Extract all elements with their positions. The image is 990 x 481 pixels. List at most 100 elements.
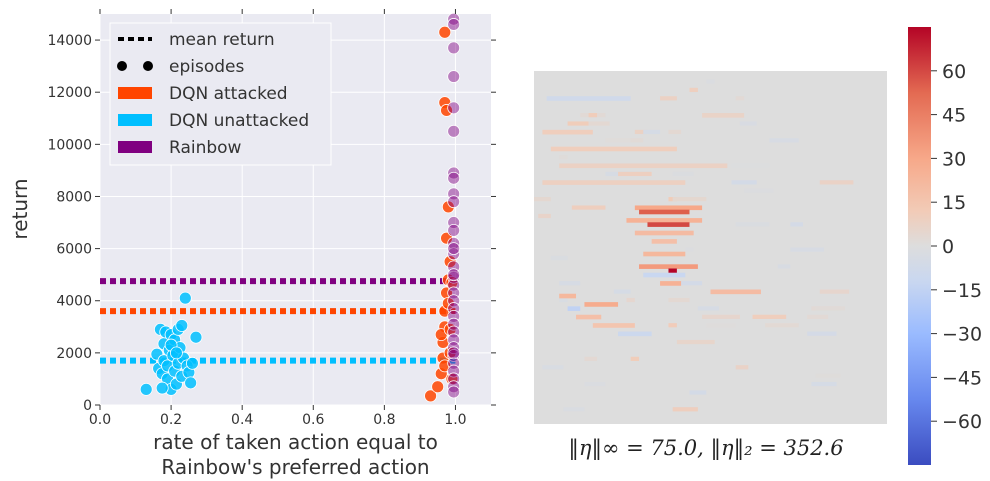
- heatmap-cell: [542, 180, 686, 185]
- x-axis-label-line: rate of taken action equal to: [153, 430, 438, 454]
- perturbation-heatmap: [534, 71, 887, 424]
- heatmap-cell: [735, 365, 749, 370]
- point-dqn-attacked: [441, 200, 455, 214]
- heatmap-cell: [685, 247, 694, 252]
- heatmap-cell: [550, 255, 568, 261]
- heatmap-cell: [668, 297, 690, 303]
- heatmap-cell: [542, 365, 564, 370]
- heatmap-cell: [815, 306, 845, 311]
- episode-points: [139, 12, 461, 403]
- x-tick-label: 0.8: [373, 412, 395, 428]
- point-rainbow: [447, 195, 461, 209]
- y-tick-label: 12000: [47, 85, 92, 101]
- heatmap-cell: [618, 331, 652, 337]
- point-rainbow: [447, 124, 461, 138]
- legend: mean return episodes DQN attacked DQN unatt…: [109, 22, 332, 166]
- colorbar-tick-label: 0: [942, 236, 954, 258]
- colorbar-tick-label: −30: [942, 324, 982, 346]
- heatmap-cell: [643, 272, 686, 278]
- x-tick-label: 0.6: [302, 412, 324, 428]
- colorbar-tick-label: 60: [942, 61, 966, 83]
- y-tick-label: 6000: [56, 242, 92, 258]
- heatmap-cell: [689, 390, 707, 395]
- heatmap-cell: [702, 314, 740, 319]
- point-rainbow: [447, 385, 461, 399]
- heatmap-cell: [681, 281, 703, 286]
- point-rainbow: [447, 236, 461, 250]
- point-rainbow: [447, 41, 461, 55]
- heatmap-cell: [731, 180, 757, 185]
- heatmap-cell: [735, 96, 745, 101]
- point-rainbow: [447, 268, 461, 282]
- point-rainbow: [447, 223, 461, 237]
- heatmap-cell: [626, 218, 703, 223]
- heatmap-cell: [559, 297, 568, 303]
- legend-label: Rainbow: [169, 138, 242, 158]
- point-rainbow: [447, 346, 461, 360]
- heatmap-cell: [702, 113, 745, 118]
- heatmap-cell: [819, 289, 850, 294]
- heatmap-cell: [592, 323, 635, 328]
- x-tick-label: 0.2: [160, 412, 182, 428]
- colorbar-ticks: 60 45 30 15 0 −15 −30 −45 −60: [931, 61, 982, 433]
- point-dqn-unattacked: [170, 346, 183, 360]
- heatmap-chart: ‖η‖∞ = 75.0, ‖η‖₂ = 352.6 60 45 30 15 0 −15 −3…: [534, 27, 982, 465]
- heatmap-cell: [563, 407, 585, 412]
- heatmap-cell: [550, 146, 677, 152]
- norm-caption: ‖η‖∞ = 75.0, ‖η‖₂ = 352.6: [568, 436, 843, 461]
- point-rainbow: [447, 12, 461, 26]
- heatmap-cell: [706, 79, 715, 84]
- heatmap-cell: [546, 96, 631, 101]
- point-rainbow: [447, 242, 461, 256]
- heatmap-cell: [576, 314, 602, 320]
- heatmap-cell: [559, 293, 577, 299]
- point-rainbow: [447, 101, 461, 115]
- heatmap-cell: [613, 289, 631, 294]
- heatmap-cell: [676, 339, 715, 345]
- legend-swatch-dqn-attacked: [118, 87, 152, 99]
- heatmap-cell: [790, 247, 824, 252]
- heatmap-cell: [559, 281, 581, 286]
- heatmap-cell: [815, 373, 841, 378]
- colorbar-tick-label: −45: [942, 367, 982, 389]
- heatmap-cell: [588, 121, 610, 126]
- heatmap-cell: [777, 264, 791, 269]
- heatmap-cell: [689, 87, 698, 93]
- colorbar-tick-label: −60: [942, 411, 982, 433]
- point-rainbow: [447, 70, 461, 83]
- point-dqn-attacked: [424, 389, 437, 403]
- point-dqn-unattacked: [189, 330, 203, 344]
- point-dqn-attacked: [438, 25, 452, 39]
- heatmap-cell: [697, 306, 719, 311]
- x-axis-label: rate of taken action equal to Rainbow's p…: [153, 430, 438, 479]
- colorbar-tick-label: 30: [942, 148, 966, 170]
- heatmap-cell: [567, 306, 581, 311]
- heatmap-cell: [710, 289, 761, 295]
- heatmap-cell: [744, 188, 774, 193]
- y-tick-label: 2000: [56, 346, 92, 362]
- heatmap-cell: [668, 323, 677, 328]
- point-rainbow: [447, 166, 461, 180]
- heatmap-cell: [660, 281, 682, 286]
- point-dqn-attacked: [440, 104, 453, 117]
- heatmap-cell: [647, 222, 690, 227]
- colorbar-tick-label: −15: [942, 280, 982, 302]
- y-tick-labels: 0 2000 4000 6000 8000 10000 12000 14000: [47, 33, 92, 414]
- point-dqn-unattacked: [175, 319, 189, 332]
- heatmap-cell: [672, 289, 703, 294]
- colorbar: [908, 27, 931, 465]
- heatmap-cell: [605, 138, 631, 143]
- axis-ticks: [95, 9, 496, 410]
- point-dqn-unattacked: [139, 382, 153, 396]
- heatmap-cell: [668, 129, 682, 135]
- heatmap-cell: [618, 171, 652, 177]
- y-tick-label: 4000: [56, 294, 92, 310]
- heatmap-cell: [584, 381, 606, 387]
- y-tick-label: 8000: [56, 189, 92, 205]
- heatmap-cell: [807, 314, 829, 319]
- heatmap-cell: [634, 129, 648, 135]
- heatmap-cell: [790, 222, 803, 227]
- heatmap-cell: [588, 113, 598, 118]
- heatmap-cell: [571, 205, 606, 210]
- heatmap-cell: [672, 197, 707, 202]
